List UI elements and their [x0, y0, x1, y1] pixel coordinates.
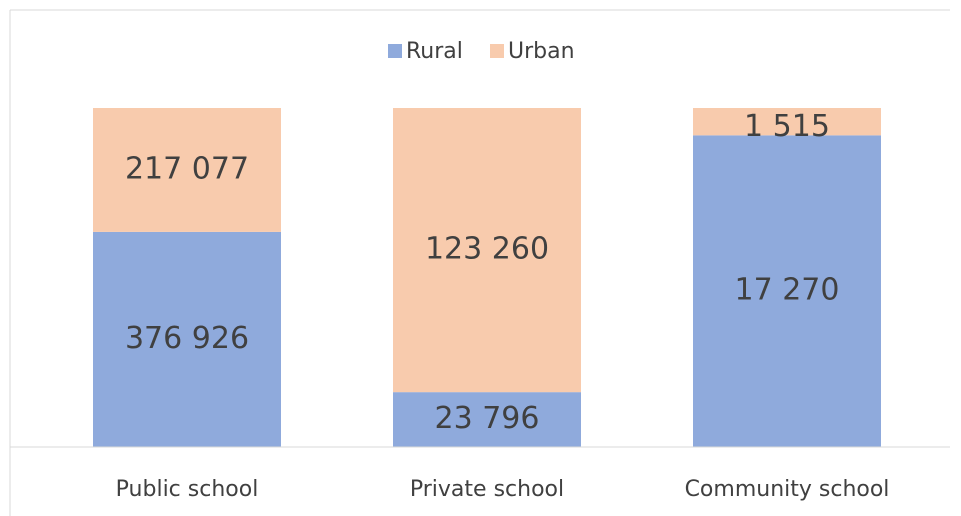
legend-label: Urban	[508, 39, 575, 64]
bar-segment	[693, 135, 881, 448]
data-label: 376 926	[125, 321, 249, 356]
legend-swatch	[490, 44, 504, 58]
x-tick-label: Community school	[685, 477, 890, 502]
bar-segment	[393, 108, 581, 393]
bar-segment	[393, 392, 581, 447]
x-tick-label: Public school	[116, 477, 259, 502]
data-label: 123 260	[425, 232, 549, 267]
data-label: 23 796	[435, 401, 540, 436]
bar-segment	[93, 231, 281, 447]
x-tick-label: Private school	[410, 477, 564, 502]
bar-segment	[93, 108, 281, 232]
data-label: 1 515	[744, 109, 830, 144]
legend-label: Rural	[406, 39, 463, 64]
data-label: 17 270	[735, 273, 840, 308]
legend-swatch	[388, 44, 402, 58]
bar-segment	[693, 108, 881, 136]
data-label: 217 077	[125, 151, 249, 186]
